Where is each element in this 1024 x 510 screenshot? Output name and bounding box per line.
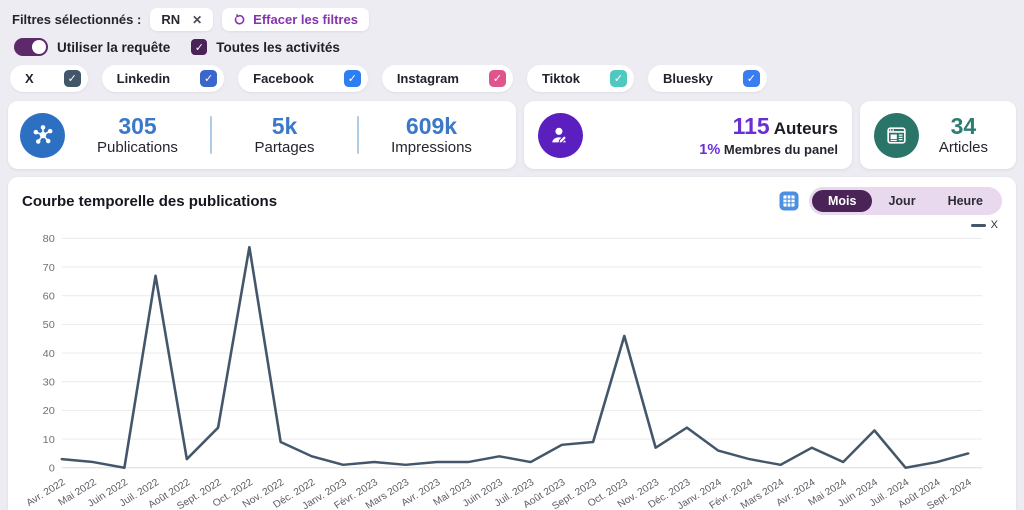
impressions-stat: 609k Impressions <box>359 114 504 156</box>
platform-chip-facebook[interactable]: Facebook ✓ <box>238 65 368 92</box>
clear-filters-label: Effacer les filtres <box>253 12 358 27</box>
authors-label: Auteurs <box>773 118 838 138</box>
platform-label: Bluesky <box>663 71 713 86</box>
legend-swatch <box>970 223 986 227</box>
partages-stat: 5k Partages <box>212 114 357 156</box>
articles-stat: 34 Articles <box>939 114 1002 156</box>
chart-controls: Mois Jour Heure <box>778 187 1002 215</box>
selected-filters-bar: Filtres sélectionnés : RN ✕ Effacer les … <box>12 8 1016 31</box>
platform-label: Linkedin <box>116 71 171 86</box>
platform-checkbox[interactable]: ✓ <box>343 70 361 87</box>
chart-legend[interactable]: X <box>970 219 998 231</box>
publications-count: 305 <box>118 112 157 139</box>
y-tick-label: 70 <box>43 262 55 274</box>
chart-area: 0 10 20 30 40 50 60 70 80 Avr. 2022 Mai 2022 Juin 2… <box>22 229 1002 510</box>
platform-chip-linkedin[interactable]: Linkedin ✓ <box>101 65 225 92</box>
authors-stats: 115 Auteurs 1% Membres du panel <box>699 113 838 158</box>
articles-card: 34 Articles <box>860 101 1016 169</box>
impressions-count: 609k <box>405 112 458 139</box>
granularity-tabs: Mois Jour Heure <box>808 187 1002 215</box>
tab-jour[interactable]: Jour <box>888 194 916 208</box>
author-edit-icon <box>538 112 583 158</box>
platform-checkbox[interactable]: ✓ <box>200 70 218 87</box>
legend-label: X <box>990 219 998 231</box>
chart-header: Courbe temporelle des publications Mois J… <box>22 187 1002 215</box>
clear-filters-button[interactable]: Effacer les filtres <box>222 8 369 31</box>
all-activities-label: Toutes les activités <box>216 39 340 55</box>
y-tick-label: 20 <box>43 405 55 417</box>
platform-checkbox[interactable]: ✓ <box>488 70 506 87</box>
platform-checkbox[interactable]: ✓ <box>610 70 628 87</box>
reset-icon <box>233 13 246 26</box>
platform-chip-instagram[interactable]: Instagram ✓ <box>381 65 513 92</box>
platform-filters: X ✓ Linkedin ✓ Facebook ✓ Instagram ✓ Tiktok ✓ Blu… <box>10 65 1016 92</box>
chart-line <box>60 245 970 469</box>
publications-card: 305 Publications 5k Partages 609k Impres… <box>8 101 516 169</box>
query-options-bar: Utiliser la requête ✓ Toutes les activit… <box>14 38 1016 56</box>
tab-mois[interactable]: Mois <box>811 190 873 212</box>
use-query-label: Utiliser la requête <box>57 39 171 55</box>
platform-chip-tiktok[interactable]: Tiktok ✓ <box>526 65 635 92</box>
y-tick-label: 60 <box>43 291 55 303</box>
articles-label: Articles <box>938 139 988 157</box>
all-activities-checkbox[interactable]: ✓ <box>191 39 208 55</box>
platform-chip-x[interactable]: X ✓ <box>10 65 88 92</box>
y-tick-label: 50 <box>43 319 55 331</box>
share-network-icon <box>20 112 65 158</box>
platform-label: Facebook <box>253 71 314 86</box>
chart-card: Courbe temporelle des publications Mois J… <box>8 177 1016 510</box>
use-query-toggle[interactable] <box>14 38 48 56</box>
divider <box>357 116 359 154</box>
authors-card: 115 Auteurs 1% Membres du panel <box>524 101 852 169</box>
articles-count: 34 <box>950 112 977 139</box>
panel-percentage: 1% <box>699 141 721 158</box>
platform-checkbox[interactable]: ✓ <box>742 70 760 87</box>
stats-row: 305 Publications 5k Partages 609k Impres… <box>8 101 1016 169</box>
chart-title: Courbe temporelle des publications <box>22 192 278 210</box>
filter-chip-rn[interactable]: RN ✕ <box>150 8 214 31</box>
calendar-export-icon[interactable] <box>778 190 800 212</box>
platform-chip-bluesky[interactable]: Bluesky ✓ <box>648 65 767 92</box>
divider <box>210 116 212 154</box>
panel-label: Membres du panel <box>723 141 838 157</box>
selected-filters-label: Filtres sélectionnés : <box>12 12 142 27</box>
platform-checkbox[interactable]: ✓ <box>63 70 81 87</box>
platform-label: Instagram <box>396 71 459 86</box>
y-tick-label: 30 <box>43 377 55 389</box>
partages-count: 5k <box>271 112 298 139</box>
publications-label: Publications <box>97 139 178 157</box>
publications-stat: 305 Publications <box>65 114 210 156</box>
filter-chip-text: RN <box>161 12 181 27</box>
authors-count: 115 <box>732 112 770 139</box>
platform-label: Tiktok <box>541 71 581 86</box>
articles-icon <box>874 112 919 158</box>
tab-heure[interactable]: Heure <box>947 194 983 208</box>
impressions-label: Impressions <box>391 139 472 157</box>
platform-label: X <box>25 71 34 86</box>
y-tick-label: 0 <box>49 463 55 475</box>
y-tick-label: 80 <box>43 233 55 245</box>
toggle-knob <box>32 40 46 54</box>
partages-label: Partages <box>254 139 315 157</box>
y-tick-label: 10 <box>43 434 55 446</box>
y-tick-label: 40 <box>43 348 55 360</box>
remove-filter-icon[interactable]: ✕ <box>192 12 203 27</box>
